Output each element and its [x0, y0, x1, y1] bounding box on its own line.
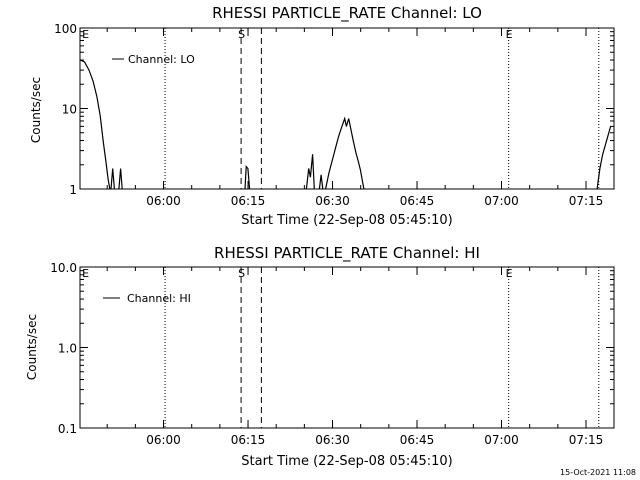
series-group — [79, 59, 612, 190]
x-tick-label: 06:15 — [231, 433, 266, 447]
chart-panel-hi: RHESSI PARTICLE_RATE Channel: HI Counts/… — [25, 244, 615, 469]
event-marker-label: E — [82, 267, 89, 280]
y-tick-label: 1.0 — [58, 342, 77, 356]
x-tick-label: 06:30 — [315, 194, 350, 208]
x-tick-label: 06:30 — [315, 433, 350, 447]
y-tick-label: 1 — [69, 183, 77, 197]
event-marker-label: S — [238, 267, 245, 280]
x-tick-label: 06:00 — [146, 194, 181, 208]
x-tick-label: 07:00 — [484, 194, 519, 208]
series-line — [118, 168, 123, 190]
y-tick-label: 10.0 — [50, 261, 77, 275]
x-tick-label: 06:15 — [231, 194, 266, 208]
event-marker-label: E — [82, 28, 89, 41]
chart-title: RHESSI PARTICLE_RATE Channel: HI — [214, 244, 480, 263]
y-axis-label: Counts/sec — [25, 314, 39, 380]
x-tick-label: 07:15 — [569, 433, 604, 447]
footer-timestamp: 15-Oct-2021 11:08 — [560, 468, 636, 477]
axis-ticks: 06:00 06:15 06:30 06:45 07:00 07:15 0.1 1.0 10.0 — [50, 261, 614, 447]
y-axis-label: Counts/sec — [29, 77, 43, 143]
event-marker-label: S — [238, 28, 245, 41]
chart-panel-lo: RHESSI PARTICLE_RATE Channel: LO Counts/… — [29, 4, 615, 228]
x-axis-label: Start Time (22-Sep-08 05:45:10) — [241, 213, 452, 228]
x-tick-label: 07:00 — [484, 433, 519, 447]
x-tick-label: 06:45 — [400, 194, 435, 208]
chart-title: RHESSI PARTICLE_RATE Channel: LO — [212, 4, 482, 23]
event-marker-label: E — [506, 267, 513, 280]
y-tick-label: 10 — [62, 103, 77, 117]
series-line — [325, 116, 365, 190]
axis-ticks: 06:00 06:15 06:30 06:45 07:00 07:15 1 10 100 — [54, 22, 614, 208]
y-tick-label: 0.1 — [58, 422, 77, 436]
series-line — [244, 165, 251, 190]
x-axis-label: Start Time (22-Sep-08 05:45:10) — [241, 454, 452, 469]
legend-entry: Channel: LO — [128, 53, 195, 66]
series-line — [79, 59, 111, 190]
x-tick-label: 06:00 — [146, 433, 181, 447]
series-line — [318, 174, 324, 190]
series-line — [305, 154, 315, 190]
y-tick-label: 100 — [54, 22, 77, 36]
legend-entry: Channel: HI — [127, 292, 191, 305]
event-marker-label: E — [506, 28, 513, 41]
x-tick-label: 07:15 — [569, 194, 604, 208]
series-line — [596, 126, 612, 190]
x-tick-label: 06:45 — [400, 433, 435, 447]
series-line — [110, 168, 115, 190]
